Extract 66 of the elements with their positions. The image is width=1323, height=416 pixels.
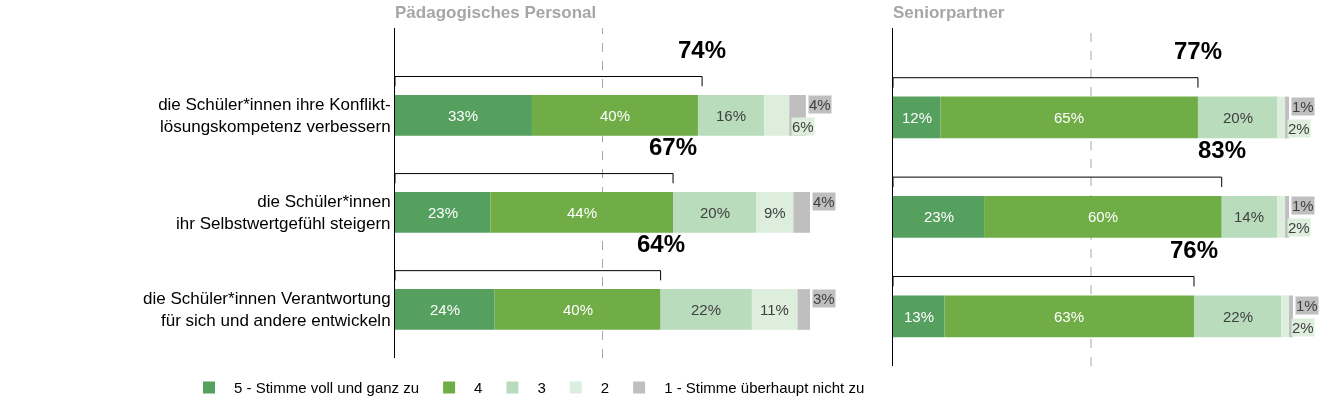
data-label: 4% [813, 193, 835, 210]
legend-label: 1 - Stimme überhaupt nicht zu [664, 379, 865, 397]
y-tick-label: die Schüler*innen ihre Konflikt- lösungskompetenz verbessern [158, 95, 391, 137]
data-label: 23% [428, 204, 459, 221]
data-label: 24% [430, 301, 461, 318]
chart-title: Seniorpartner [893, 3, 1005, 23]
bar [660, 289, 752, 330]
bar [984, 196, 1222, 238]
data-label: 1% [1296, 297, 1318, 314]
annotation: 64% [637, 230, 686, 257]
data-label: 23% [924, 208, 955, 225]
bar [1197, 96, 1278, 139]
data-label: 12% [902, 109, 933, 126]
bar [395, 94, 532, 136]
y-tick-label: die Schüler*innen Verantwortung für sich und andere entwickeln [142, 289, 391, 331]
data-label: 63% [1054, 308, 1085, 325]
data-label: 1% [1292, 98, 1314, 115]
chart-title: Pädagogisches Personal [395, 3, 597, 23]
bar [751, 289, 798, 330]
data-label: 60% [1088, 208, 1119, 225]
data-label: 22% [691, 301, 722, 318]
bar [697, 94, 765, 136]
bar [395, 289, 495, 330]
data-label: 40% [563, 301, 594, 318]
bar [494, 289, 661, 330]
annotation: 77% [1174, 37, 1223, 64]
data-label: 1% [1292, 197, 1314, 214]
data-label: 13% [904, 308, 935, 325]
legend-label: 3 [537, 379, 546, 397]
data-label: 2% [1288, 120, 1310, 137]
legend-label: 4 [474, 379, 483, 397]
bar [944, 295, 1194, 338]
y-tick-label: die Schüler*innen ihr Selbstwertgefühl steigern [176, 192, 391, 234]
legend-label: 2 [600, 379, 610, 397]
data-label: 20% [1223, 109, 1254, 126]
bar [490, 192, 674, 233]
bar [893, 196, 985, 238]
annotation: 67% [649, 133, 698, 160]
data-label: 40% [600, 107, 631, 124]
data-label: 2% [1292, 319, 1314, 336]
data-label: 11% [760, 301, 789, 318]
bar [673, 192, 757, 233]
bar [1193, 295, 1282, 338]
data-label: 14% [1234, 208, 1265, 225]
legend-label: 5 - Stimme voll und ganz zu [234, 379, 420, 397]
data-label: 2% [1288, 219, 1310, 236]
data-label: 16% [716, 107, 747, 124]
data-label: 65% [1054, 109, 1085, 126]
data-label: 22% [1223, 308, 1254, 325]
annotation: 83% [1198, 136, 1247, 163]
annotation: 74% [678, 36, 727, 63]
bar [893, 295, 945, 338]
data-label: 44% [567, 204, 598, 221]
annotation: 76% [1170, 236, 1219, 263]
data-label: 33% [448, 107, 479, 124]
data-label: 20% [700, 204, 731, 221]
bar [940, 96, 1198, 139]
data-label: 6% [792, 118, 814, 135]
data-label: 9% [764, 204, 786, 221]
data-label: 4% [809, 96, 831, 113]
bar [1221, 196, 1278, 238]
bar [893, 96, 941, 139]
bar [531, 94, 698, 136]
bar [395, 192, 491, 233]
bar [756, 192, 794, 233]
data-label: 3% [813, 290, 835, 307]
